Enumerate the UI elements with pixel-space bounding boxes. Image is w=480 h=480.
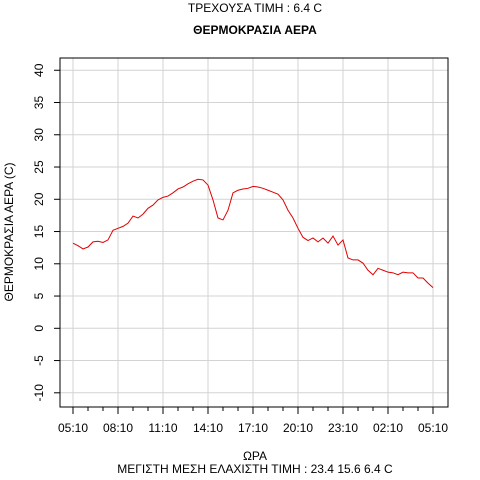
x-tick-label: 14:10 xyxy=(193,421,223,435)
x-tick-label: 23:10 xyxy=(328,421,358,435)
x-tick-label: 08:10 xyxy=(103,421,133,435)
y-tick-label: 35 xyxy=(32,96,46,110)
y-tick-label: 5 xyxy=(32,292,46,299)
y-tick-label: 20 xyxy=(32,192,46,206)
data-line xyxy=(72,178,434,289)
x-tick-label: 05:10 xyxy=(418,421,448,435)
x-tick-label: 17:10 xyxy=(238,421,268,435)
x-tick-label: 05:10 xyxy=(58,421,88,435)
chart-subtitle: ΤΡΕΧΟΥΣΑ ΤΙΜΗ : 6.4 C xyxy=(188,1,323,15)
y-tick-label: 40 xyxy=(32,63,46,77)
y-tick-label: 25 xyxy=(32,160,46,174)
y-tick-label: -5 xyxy=(32,355,46,366)
plot-frame xyxy=(59,57,449,408)
footer: ΜΕΓΙΣΤΗ ΜΕΣΗ ΕΛΑΧΙΣΤΗ ΤΙΜΗ : 23.4 15.6 6… xyxy=(117,462,393,476)
x-axis-label: ΩΡΑ xyxy=(243,449,267,463)
y-tick-label: 30 xyxy=(32,128,46,142)
y-tick-label: -10 xyxy=(32,384,46,402)
x-tick-label: 02:10 xyxy=(373,421,403,435)
x-tick-label: 11:10 xyxy=(148,421,177,435)
y-tick-label: 10 xyxy=(32,257,46,271)
chart-title: ΘΕΡΜΟΚΡΑΣΙΑ ΑΕΡΑ xyxy=(193,23,317,37)
y-tick-label: 0 xyxy=(32,325,46,332)
y-tick-label: 15 xyxy=(32,225,46,239)
y-axis-label: ΘΕΡΜΟΚΡΑΣΙΑ ΑΕΡΑ (C) xyxy=(2,162,16,301)
x-tick-label: 20:10 xyxy=(283,421,313,435)
